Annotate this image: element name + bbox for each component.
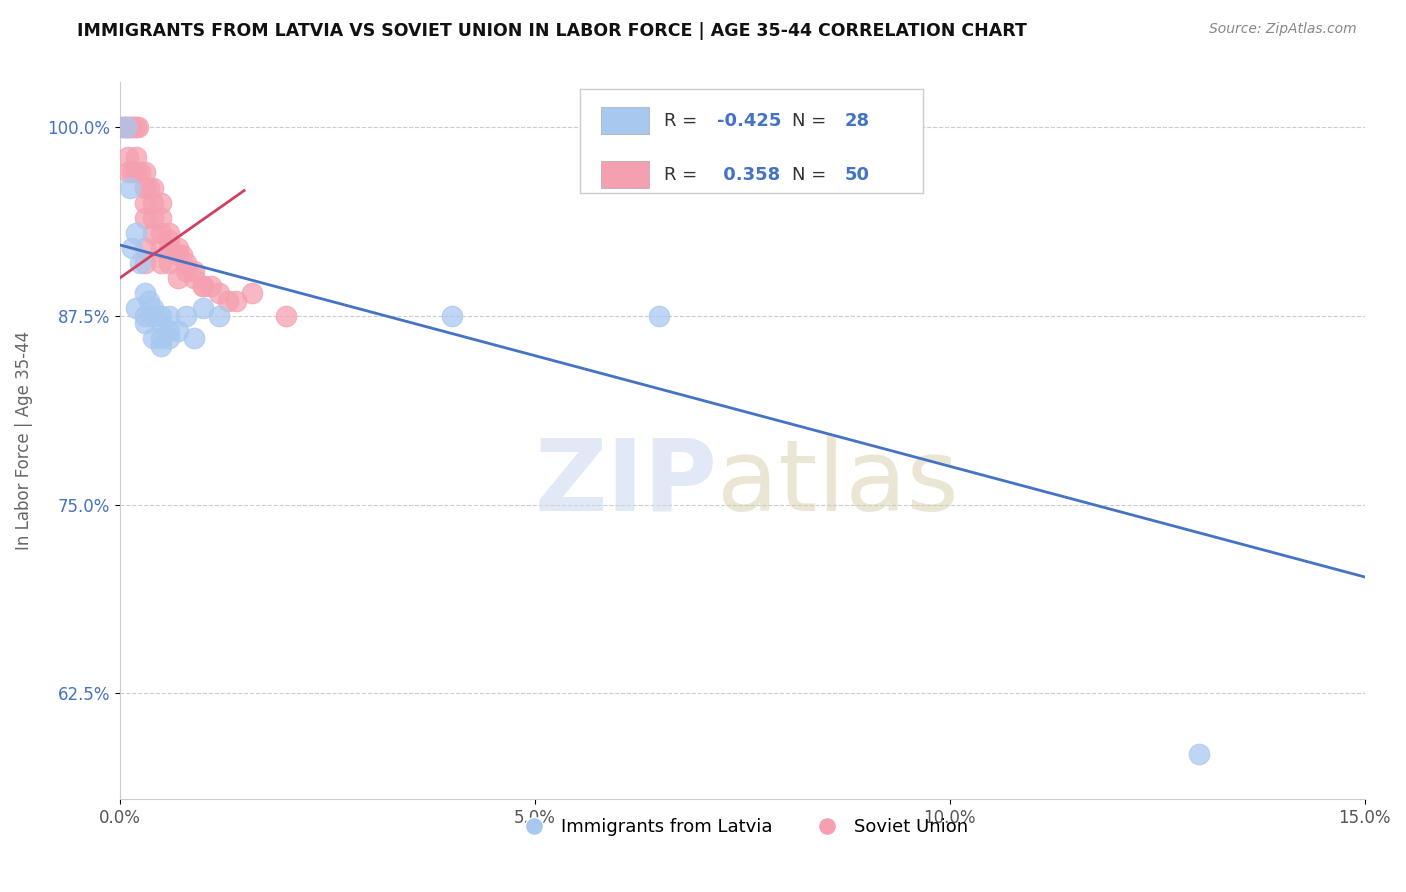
Point	[117, 165, 139, 179]
Point	[117, 120, 139, 135]
Point	[129, 165, 152, 179]
Point	[118, 120, 141, 135]
Point	[134, 165, 156, 179]
Point	[191, 278, 214, 293]
Point	[648, 309, 671, 323]
Point	[134, 241, 156, 255]
Point	[125, 301, 148, 316]
Point	[183, 331, 205, 345]
Point	[129, 256, 152, 270]
Point	[166, 241, 188, 255]
FancyBboxPatch shape	[602, 161, 648, 188]
Point	[134, 286, 156, 301]
Point	[170, 248, 193, 262]
Point	[138, 293, 160, 308]
Point	[208, 286, 231, 301]
Point	[134, 309, 156, 323]
Text: N =: N =	[792, 166, 832, 184]
Point	[157, 226, 180, 240]
Point	[174, 263, 197, 277]
FancyBboxPatch shape	[602, 107, 648, 134]
Point	[142, 301, 165, 316]
Point	[183, 263, 205, 277]
Point	[183, 271, 205, 285]
Point	[118, 180, 141, 194]
Point	[174, 256, 197, 270]
Point	[157, 309, 180, 323]
Point	[1188, 747, 1211, 761]
Point	[150, 241, 173, 255]
Point	[166, 271, 188, 285]
Point	[150, 226, 173, 240]
FancyBboxPatch shape	[581, 89, 922, 193]
Text: ZIP: ZIP	[534, 435, 717, 532]
Point	[157, 241, 180, 255]
Point	[150, 339, 173, 353]
Point	[191, 278, 214, 293]
Point	[134, 180, 156, 194]
Point	[200, 278, 222, 293]
Point	[134, 211, 156, 225]
Point	[150, 331, 173, 345]
Point	[150, 317, 173, 331]
Text: 50: 50	[844, 166, 869, 184]
Point	[142, 195, 165, 210]
Point	[191, 301, 214, 316]
Y-axis label: In Labor Force | Age 35-44: In Labor Force | Age 35-44	[15, 331, 32, 550]
Point	[166, 324, 188, 338]
Point	[121, 120, 143, 135]
Text: R =: R =	[664, 166, 703, 184]
Point	[150, 309, 173, 323]
Point	[125, 120, 148, 135]
Point	[157, 233, 180, 247]
Point	[440, 309, 463, 323]
Point	[225, 293, 247, 308]
Point	[142, 211, 165, 225]
Point	[127, 120, 149, 135]
Point	[157, 324, 180, 338]
Point	[115, 120, 138, 135]
Point	[138, 180, 160, 194]
Point	[125, 150, 148, 164]
Point	[134, 195, 156, 210]
Point	[150, 211, 173, 225]
Point	[142, 331, 165, 345]
Text: N =: N =	[792, 112, 832, 130]
Point	[115, 120, 138, 135]
Text: 28: 28	[844, 112, 869, 130]
Point	[166, 248, 188, 262]
Text: IMMIGRANTS FROM LATVIA VS SOVIET UNION IN LABOR FORCE | AGE 35-44 CORRELATION CH: IMMIGRANTS FROM LATVIA VS SOVIET UNION I…	[77, 22, 1028, 40]
Point	[142, 226, 165, 240]
Point	[112, 120, 135, 135]
Point	[125, 226, 148, 240]
Point	[111, 120, 134, 135]
Legend: Immigrants from Latvia, Soviet Union: Immigrants from Latvia, Soviet Union	[509, 811, 976, 844]
Point	[150, 195, 173, 210]
Point	[217, 293, 239, 308]
Text: atlas: atlas	[717, 435, 959, 532]
Text: R =: R =	[664, 112, 703, 130]
Point	[134, 256, 156, 270]
Point	[208, 309, 231, 323]
Point	[150, 256, 173, 270]
Point	[125, 165, 148, 179]
Text: -0.425: -0.425	[717, 112, 782, 130]
Point	[121, 165, 143, 179]
Point	[174, 309, 197, 323]
Point	[142, 180, 165, 194]
Point	[157, 331, 180, 345]
Point	[242, 286, 264, 301]
Text: 0.358: 0.358	[717, 166, 780, 184]
Text: Source: ZipAtlas.com: Source: ZipAtlas.com	[1209, 22, 1357, 37]
Point	[157, 256, 180, 270]
Point	[134, 317, 156, 331]
Point	[117, 150, 139, 164]
Point	[121, 241, 143, 255]
Point	[142, 309, 165, 323]
Point	[274, 309, 297, 323]
